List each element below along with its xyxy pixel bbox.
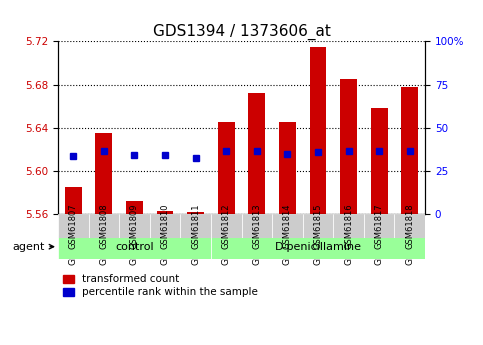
- Text: GSM61818: GSM61818: [405, 216, 414, 265]
- Text: GSM61814: GSM61814: [283, 216, 292, 265]
- Text: GSM61814: GSM61814: [283, 203, 292, 249]
- Text: GSM61809: GSM61809: [130, 203, 139, 249]
- Text: GSM61808: GSM61808: [99, 216, 108, 265]
- Bar: [401, 87, 418, 214]
- Bar: [218, 122, 235, 214]
- Bar: [371, 108, 387, 214]
- Text: D-penicillamine: D-penicillamine: [274, 242, 361, 252]
- Bar: [211, 214, 242, 238]
- Text: GSM61815: GSM61815: [313, 203, 323, 249]
- Text: GSM61816: GSM61816: [344, 203, 353, 249]
- Bar: [96, 133, 112, 214]
- Text: GSM61809: GSM61809: [130, 216, 139, 265]
- Text: GSM61807: GSM61807: [69, 216, 78, 265]
- Bar: [395, 214, 425, 238]
- Bar: [126, 201, 143, 214]
- Bar: [187, 212, 204, 214]
- Text: agent: agent: [12, 242, 54, 252]
- Text: GSM61807: GSM61807: [69, 203, 78, 249]
- Bar: [242, 214, 272, 238]
- Bar: [248, 93, 265, 214]
- Bar: [333, 214, 364, 238]
- Text: GSM61808: GSM61808: [99, 203, 108, 249]
- Text: GSM61817: GSM61817: [375, 216, 384, 265]
- Legend: transformed count, percentile rank within the sample: transformed count, percentile rank withi…: [63, 274, 258, 297]
- Text: GSM61811: GSM61811: [191, 203, 200, 249]
- Text: GSM61817: GSM61817: [375, 203, 384, 249]
- Bar: [65, 187, 82, 214]
- Text: GSM61812: GSM61812: [222, 216, 231, 265]
- Bar: [180, 214, 211, 238]
- Bar: [150, 214, 180, 238]
- Bar: [88, 214, 119, 238]
- Text: GSM61818: GSM61818: [405, 203, 414, 249]
- Text: GSM61810: GSM61810: [160, 216, 170, 265]
- Text: GSM61813: GSM61813: [252, 203, 261, 249]
- Text: GSM61813: GSM61813: [252, 216, 261, 265]
- Title: GDS1394 / 1373606_at: GDS1394 / 1373606_at: [153, 24, 330, 40]
- Bar: [340, 79, 357, 214]
- Bar: [119, 214, 150, 238]
- Bar: [211, 235, 425, 259]
- Text: GSM61815: GSM61815: [313, 216, 323, 265]
- Bar: [58, 235, 211, 259]
- Bar: [364, 214, 395, 238]
- Text: control: control: [115, 242, 154, 252]
- Text: GSM61812: GSM61812: [222, 203, 231, 249]
- Text: GSM61816: GSM61816: [344, 216, 353, 265]
- Bar: [156, 211, 173, 214]
- Bar: [310, 47, 327, 214]
- Text: GSM61810: GSM61810: [160, 203, 170, 249]
- Bar: [272, 214, 303, 238]
- Bar: [303, 214, 333, 238]
- Text: GSM61811: GSM61811: [191, 216, 200, 265]
- Bar: [279, 122, 296, 214]
- Bar: [58, 214, 88, 238]
